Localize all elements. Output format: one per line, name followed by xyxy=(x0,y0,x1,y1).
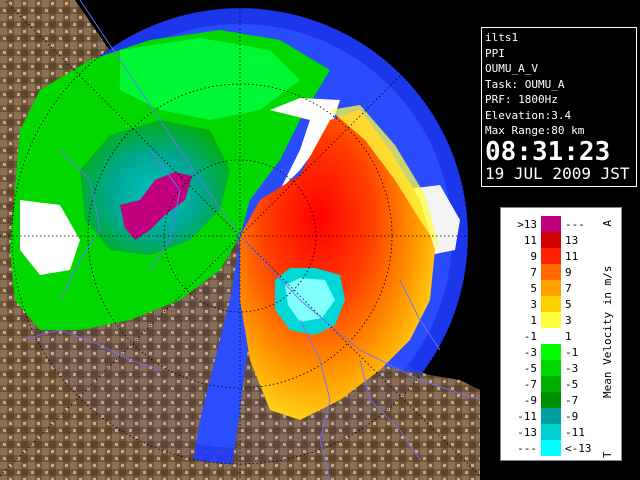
echo-white-band xyxy=(270,98,340,190)
legend-bottom-marker: T xyxy=(601,451,614,458)
legend-bin-upper: 5 xyxy=(565,298,572,311)
echo-aliased-cyan-core xyxy=(285,278,335,322)
legend-bin-lower: -13 xyxy=(517,426,537,439)
elevation-value: Elevation:3.4 xyxy=(485,108,572,122)
legend-bin-upper: 7 xyxy=(565,282,572,295)
legend-bin-lower: -5 xyxy=(524,362,537,375)
max-range-value: Max Range:80 km xyxy=(485,124,585,137)
legend-bin-lower: -7 xyxy=(524,378,537,391)
legend-bin-lower: 7 xyxy=(530,266,537,279)
task-name: Task: OUMU_A xyxy=(485,77,565,91)
legend-bin-upper: 9 xyxy=(565,266,572,279)
legend-swatch xyxy=(541,344,561,360)
legend-bin-lower: -9 xyxy=(524,394,537,407)
legend-bin-upper: 3 xyxy=(565,314,572,327)
scan-time: 08:31:23 xyxy=(485,136,611,167)
product-name: OUMU_A_V xyxy=(485,62,538,75)
legend-swatch xyxy=(541,216,561,232)
legend-swatch xyxy=(541,264,561,280)
legend-swatch xyxy=(541,408,561,424)
coastline-and-rivers xyxy=(19,0,481,480)
legend-bin-upper: -5 xyxy=(565,378,578,391)
legend-bin-lower: 9 xyxy=(530,250,537,263)
legend-swatch xyxy=(541,312,561,328)
legend-bin-upper: -11 xyxy=(565,426,585,439)
legend-bin-upper: -9 xyxy=(565,410,578,423)
legend-bin-upper: -7 xyxy=(565,394,578,407)
legend-bin-upper: --- xyxy=(565,218,585,231)
legend-bin-upper: 1 xyxy=(565,330,572,343)
scan-mode: PPI xyxy=(485,46,505,60)
legend-swatch xyxy=(541,424,561,440)
legend-bin-lower: --- xyxy=(517,442,537,455)
legend-bin-lower: >13 xyxy=(517,218,537,231)
legend-swatch xyxy=(541,232,561,248)
legend-swatch xyxy=(541,440,561,456)
legend-bin-upper: 11 xyxy=(565,250,578,263)
legend-bin-upper: -3 xyxy=(565,362,578,375)
echo-green-bright xyxy=(120,38,300,120)
legend-swatch xyxy=(541,360,561,376)
echo-white-west xyxy=(20,200,80,275)
site-name: ilts1 xyxy=(485,31,519,44)
legend-bin-lower: -11 xyxy=(517,410,537,423)
legend-bin-upper: -1 xyxy=(565,346,578,359)
legend-bin-upper: 13 xyxy=(565,234,578,247)
scan-date: 19 JUL 2009 JST xyxy=(485,163,630,183)
legend-bin-lower: 3 xyxy=(530,298,537,311)
legend-bin-lower: -1 xyxy=(524,330,537,343)
echo-aliased-magenta xyxy=(120,172,192,240)
legend-bin-lower: -3 xyxy=(524,346,537,359)
legend-swatch xyxy=(541,248,561,264)
legend-bin-lower: 1 xyxy=(530,314,537,327)
scan-info-panel: ilts1 PPI OUMU_A_V Task: OUMU_A PRF: 180… xyxy=(481,27,637,187)
legend-bin-upper: <-13 xyxy=(565,442,592,455)
legend-bin-lower: 11 xyxy=(524,234,537,247)
legend-title: Mean Velocity in m/s xyxy=(601,266,614,398)
velocity-legend: >13 --- 11 13 9 11 7 9 5 7 3 5 1 3 -1 1 -3 -1 -5 -3 -7 -5 -9 -7… xyxy=(500,207,622,461)
legend-bin-lower: 5 xyxy=(530,282,537,295)
legend-swatch xyxy=(541,280,561,296)
legend-top-marker: A xyxy=(601,220,614,227)
legend-swatch xyxy=(541,296,561,312)
legend-swatch xyxy=(541,392,561,408)
legend-swatch xyxy=(541,328,561,344)
velocity-legend-scale: >13 ---11 139 117 95 73 51 3-1 1-3 -1-5 -3-7 -5-9 -7… xyxy=(517,216,614,458)
echo-yellow-edge xyxy=(330,105,440,250)
legend-swatch xyxy=(541,376,561,392)
prf-value: PRF: 1800Hz xyxy=(485,93,558,106)
